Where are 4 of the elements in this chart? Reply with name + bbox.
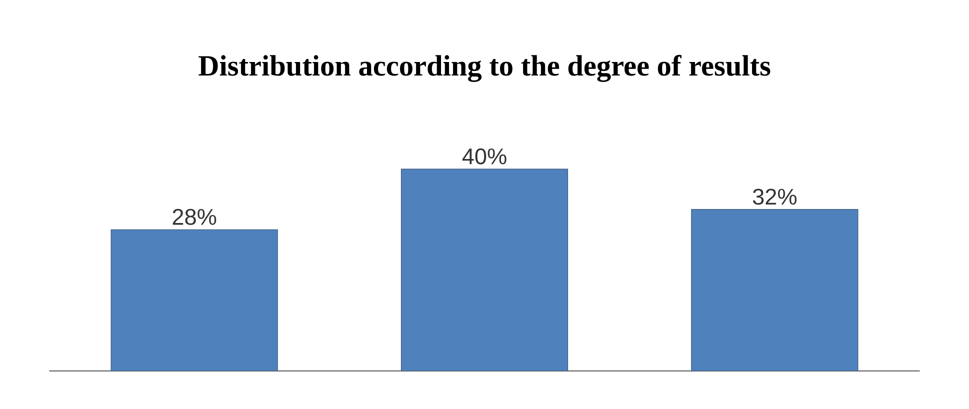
data-label: 28%	[172, 209, 216, 226]
chart-title: Distribution according to the degree of results	[198, 54, 770, 82]
data-label: 40%	[462, 148, 506, 164]
data-label: 32%	[752, 188, 797, 205]
